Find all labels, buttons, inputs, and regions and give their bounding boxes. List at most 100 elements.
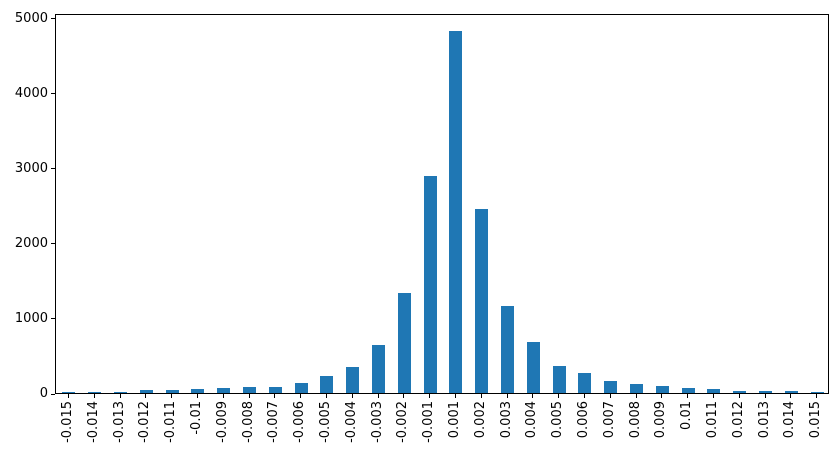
- y-tick-label: 2000: [14, 235, 48, 251]
- y-tick-mark: [51, 318, 55, 320]
- bar--0.002: [397, 292, 411, 393]
- y-tick-mark: [51, 168, 55, 170]
- x-tick-label: -0.011: [163, 401, 179, 443]
- x-tick-label: -0.006: [292, 401, 308, 443]
- bar-0.009: [655, 386, 669, 393]
- y-tick-mark: [51, 18, 55, 19]
- x-tick-label: 0.012: [730, 401, 746, 439]
- x-tick-mark: [506, 394, 508, 398]
- x-tick-mark: [429, 394, 431, 398]
- x-tick-label: 0.003: [498, 401, 514, 439]
- bar-0.007: [604, 381, 618, 393]
- x-tick-mark: [274, 394, 276, 398]
- bar--0.007: [268, 386, 282, 393]
- x-tick-mark: [171, 394, 173, 398]
- x-tick-mark: [480, 394, 482, 398]
- x-tick-label: -0.012: [137, 401, 153, 443]
- bar-0.004: [526, 341, 540, 393]
- x-tick-label: 0.004: [524, 401, 540, 439]
- x-tick-label: 0.014: [782, 401, 798, 439]
- x-tick-label: 0.006: [575, 401, 591, 439]
- x-tick-mark: [583, 394, 585, 398]
- x-tick-label: -0.005: [317, 401, 333, 443]
- y-tick-label: 0: [39, 386, 48, 401]
- bar--0.001: [423, 175, 437, 393]
- bar--0.012: [139, 390, 153, 393]
- x-tick-mark: [325, 394, 327, 398]
- x-tick-mark: [403, 394, 405, 398]
- y-tick-label: 5000: [14, 10, 48, 26]
- x-tick-label: -0.009: [214, 401, 230, 443]
- bar--0.003: [372, 344, 385, 393]
- bar--0.009: [217, 388, 231, 393]
- x-tick-mark: [712, 394, 714, 398]
- x-tick-label: -0.015: [59, 401, 75, 443]
- x-tick-label: -0.004: [343, 401, 359, 443]
- x-tick-label: 0.007: [601, 401, 617, 439]
- x-tick-mark: [93, 394, 95, 398]
- x-tick-mark: [661, 394, 663, 398]
- x-tick-label: -0.003: [369, 401, 385, 443]
- bar--0.004: [346, 367, 360, 393]
- x-tick-label: -0.013: [111, 401, 127, 443]
- x-tick-label: 0.008: [627, 401, 643, 439]
- bar-0.005: [552, 365, 566, 393]
- x-tick-mark: [222, 394, 224, 398]
- x-tick-mark: [687, 394, 689, 398]
- x-tick-label: -0.008: [240, 401, 256, 443]
- bar-0.011: [707, 388, 721, 393]
- y-tick-label: 1000: [14, 310, 48, 326]
- x-tick-label: -0.007: [266, 401, 282, 443]
- x-tick-label: 0.002: [472, 401, 488, 439]
- bar-0.003: [501, 305, 514, 393]
- x-tick-mark: [635, 394, 637, 398]
- bar--0.006: [294, 382, 308, 393]
- bar-0.012: [733, 390, 747, 393]
- bar--0.008: [243, 387, 256, 393]
- plot-area: [55, 14, 829, 394]
- x-tick-mark: [351, 394, 353, 398]
- x-tick-label: 0.015: [808, 401, 824, 439]
- x-tick-label: -0.002: [395, 401, 411, 443]
- bar-0.006: [578, 373, 592, 393]
- x-tick-label: -0.001: [421, 401, 437, 443]
- bar--0.01: [191, 388, 205, 393]
- y-tick-mark: [51, 393, 55, 395]
- bar-0.01: [681, 388, 695, 393]
- x-tick-mark: [300, 394, 302, 398]
- x-tick-label: -0.014: [85, 401, 101, 443]
- bar-0.013: [759, 390, 772, 393]
- bar--0.014: [88, 391, 102, 393]
- x-tick-label: 0.013: [756, 401, 772, 439]
- bar-0.014: [784, 391, 798, 393]
- x-tick-mark: [609, 394, 611, 398]
- x-tick-mark: [532, 394, 534, 398]
- x-tick-mark: [67, 394, 69, 398]
- bar-0.002: [475, 208, 489, 393]
- bar--0.005: [320, 376, 334, 393]
- y-tick-mark: [51, 243, 55, 245]
- x-tick-mark: [816, 394, 818, 398]
- bar-0.001: [449, 31, 463, 393]
- bar--0.011: [165, 390, 179, 393]
- x-tick-mark: [119, 394, 121, 398]
- y-tick-label: 3000: [14, 160, 48, 176]
- x-tick-mark: [454, 394, 456, 398]
- x-tick-mark: [764, 394, 766, 398]
- x-tick-mark: [738, 394, 740, 398]
- x-tick-label: 0.01: [679, 401, 695, 430]
- x-tick-mark: [790, 394, 792, 398]
- bar-0.008: [630, 384, 643, 393]
- y-tick-mark: [51, 93, 55, 95]
- x-tick-mark: [196, 394, 198, 398]
- bar--0.013: [114, 391, 127, 393]
- x-tick-mark: [377, 394, 379, 398]
- x-tick-mark: [558, 394, 560, 398]
- x-tick-label: -0.01: [188, 401, 204, 435]
- x-tick-label: 0.011: [704, 401, 720, 439]
- y-tick-label: 4000: [14, 85, 48, 101]
- x-tick-label: 0.009: [653, 401, 669, 439]
- bar--0.015: [62, 391, 76, 393]
- x-tick-mark: [145, 394, 147, 398]
